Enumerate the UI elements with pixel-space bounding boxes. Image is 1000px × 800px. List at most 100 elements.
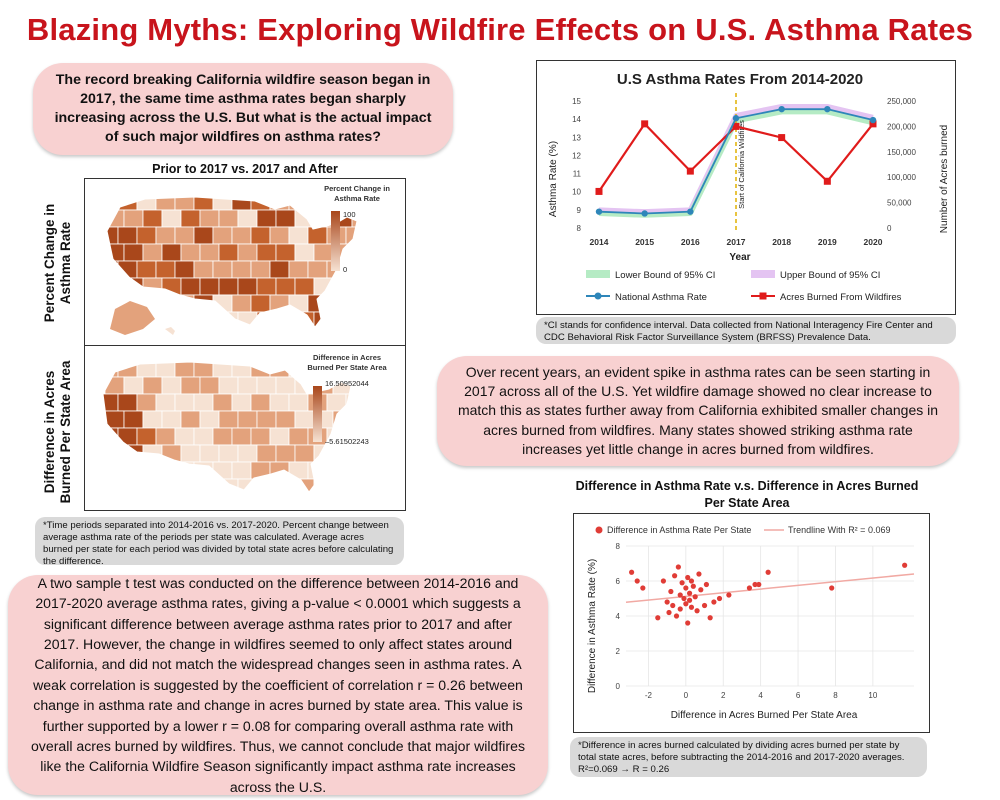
scatter-point [902,562,908,568]
scatter-point [703,581,710,588]
state-region [250,393,271,412]
state-region [199,376,220,395]
state-region [107,209,125,228]
state-region [174,260,195,279]
national-asthma-point [824,105,831,113]
legend-label-points: Difference in Asthma Rate Per State [607,525,751,535]
state-region [288,427,309,446]
scatter-point [711,599,717,605]
asthma-legend-min: 0 [343,265,347,274]
state-region [104,444,125,463]
map-row-label-asthma-line2: Asthma Rate [58,221,74,305]
national-asthma-point [595,208,603,215]
scatter-point [829,585,835,591]
state-region [155,461,176,480]
acres-change-map-panel: Difference in Acres Burned Per State Are… [84,345,406,511]
state-region [212,362,233,378]
state-region [155,294,176,313]
x-tick-label: 4 [758,691,763,700]
map-row-label-asthma: Percent Change in Asthma Rate [42,193,78,333]
state-region [117,197,138,211]
state-region [351,277,357,296]
state-region [180,277,201,296]
trendline [625,573,915,604]
state-region [237,444,258,463]
state-region [123,209,144,228]
x-tick-label: -2 [645,691,653,700]
map-row-label-acres-line2: Burned Per State Area [58,360,74,504]
state-region [326,294,347,313]
scatter-point [666,609,672,616]
x-tick-label: 10 [868,691,877,700]
scatter-chart-title: Difference in Asthma Rate v.s. Differenc… [575,479,919,510]
state-region [142,243,163,262]
state-region [155,226,176,245]
state-region [218,277,239,296]
state-region [199,209,220,228]
state-region [288,226,309,245]
state-region [275,311,296,327]
state-region [250,362,271,378]
legend-label-national: National Asthma Rate [615,292,707,303]
state-region [155,393,176,412]
state-region [155,427,176,446]
state-region [155,260,176,279]
state-region [294,277,315,296]
state-region [288,362,309,378]
state-region [294,376,315,395]
state-region [351,243,357,262]
state-region [237,243,258,262]
scatter-point [756,581,762,588]
acres-burned-point [732,122,740,130]
y2-tick-label: 100,000 [887,173,916,182]
y2-tick-label: 150,000 [887,148,916,157]
state-region [103,393,119,412]
state-region [104,478,125,492]
state-region [180,410,201,429]
state-region [256,478,277,492]
state-region [269,427,290,446]
wildfire-start-annotation: Start of California Wildfires [737,120,746,209]
state-region [180,243,201,262]
scatter-point [686,597,693,603]
state-region [294,478,315,492]
map-row-label-acres-line1: Difference in Acres [42,370,57,494]
scatter-point [752,581,758,588]
alaska-shape [110,301,155,335]
state-region [307,226,328,245]
state-region [351,311,357,327]
legend-marker-national [594,292,602,300]
state-region [117,461,138,480]
state-region [161,277,182,296]
state-region [199,277,220,296]
scatter-point [677,592,683,598]
state-region [142,376,163,395]
summary-bubble: Over recent years, an evident spike in a… [437,356,959,466]
scatter-legend: Difference in Asthma Rate Per State Tren… [595,525,890,535]
scatter-point [707,615,713,621]
scatter-xlabel: Difference in Acres Burned Per State Are… [671,710,858,721]
asthma-change-map-panel: Percent Change in Asthma Rate 100 0 [84,178,406,346]
state-region [142,277,163,296]
intro-question-bubble: The record breaking California wildfire … [33,63,453,155]
scatter-point [683,601,689,607]
scatter-point [640,585,646,591]
state-region [345,260,357,279]
scatter-point [664,599,670,605]
scatter-point [746,585,753,591]
asthma-legend-title-line1: Percent Change in [324,184,390,193]
scatter-point [660,578,667,584]
state-region [269,393,290,412]
state-region [294,444,315,463]
map-row-label-asthma-line1: Percent Change in [42,203,57,323]
state-region [250,226,271,245]
acres-change-map: Difference in Acres Burned Per State Are… [102,353,387,493]
scatter-point [765,569,771,575]
state-region [269,226,290,245]
legend-swatch-lower-ci [586,270,610,278]
scatter-point [696,571,702,577]
scatter-point [681,595,687,602]
state-region [107,226,119,245]
y-tick-label: 11 [573,170,582,179]
state-region [218,478,239,492]
